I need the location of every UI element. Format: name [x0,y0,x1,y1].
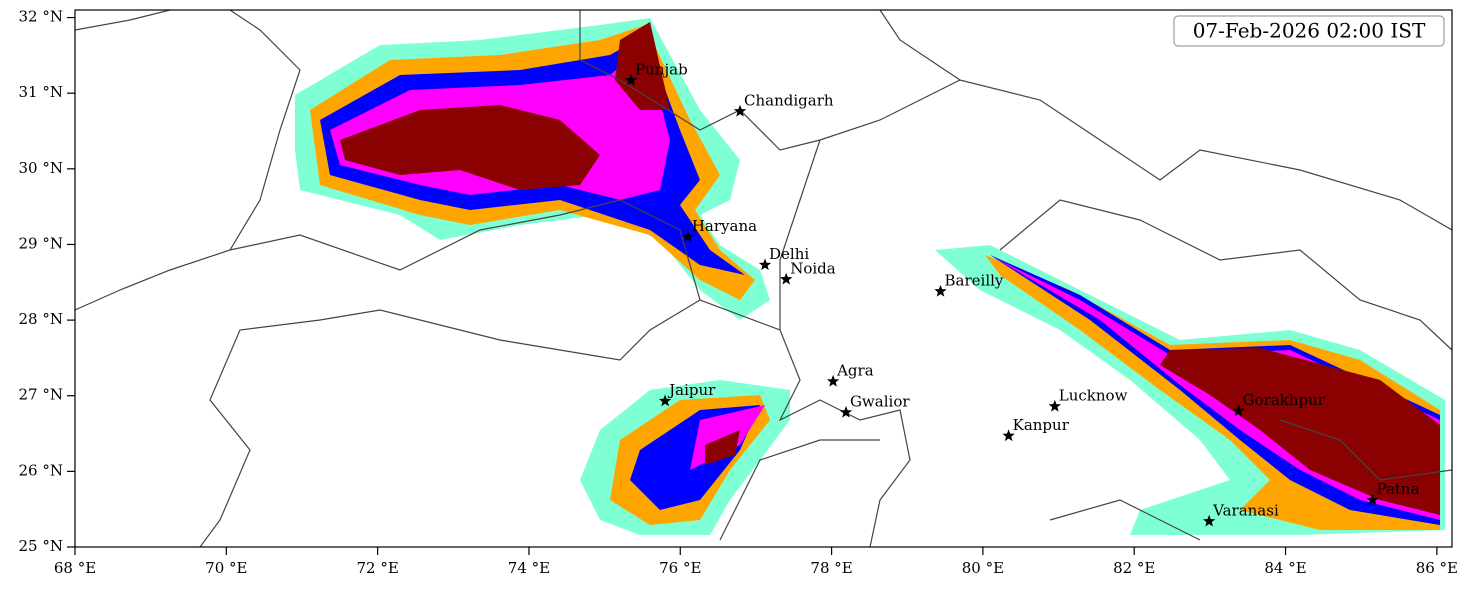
city-marker [1366,493,1379,506]
city-label: Gwalior [850,392,910,410]
y-tick-label: 27 °N [19,386,63,404]
y-tick-label: 31 °N [19,83,63,101]
y-tick-label: 29 °N [19,234,63,252]
timestamp-box [1173,15,1445,47]
city-label: Jaipur [667,381,716,399]
city-marker [826,374,840,387]
x-tick-label: 72 °E [356,559,398,577]
city-label: Patna [1377,480,1420,498]
x-tick-label: 70 °E [205,559,247,577]
city-label: Varanasi [1212,501,1279,519]
city-label: Chandigarh [744,91,834,109]
city-marker [1002,429,1015,442]
x-tick-label: 82 °E [1113,559,1155,577]
city-label: Noida [790,259,836,277]
city-label: Delhi [769,245,809,263]
city-marker [624,73,638,86]
city-marker [780,272,793,285]
city-marker [934,284,947,297]
city-label: Bareilly [945,271,1004,289]
city-label: Kanpur [1013,416,1070,434]
city-marker [1203,514,1216,527]
city-marker [659,394,672,407]
x-tick-label: 76 °E [659,559,701,577]
map-frame [74,9,1453,548]
x-tick-label: 78 °E [810,559,852,577]
city-marker [758,258,772,271]
city-marker [1232,404,1245,417]
y-tick-label: 32 °N [19,8,63,26]
x-tick-label: 68 °E [54,559,96,577]
city-label: Gorakhpur [1243,391,1326,409]
city-marker [681,230,694,243]
x-tick-label: 86 °E [1416,559,1458,577]
y-tick-label: 26 °N [19,461,63,479]
city-marker [733,104,747,117]
city-label: Haryana [692,217,757,235]
x-tick-label: 80 °E [962,559,1004,577]
precipitation-field [75,10,1452,547]
city-label: Agra [836,361,874,379]
y-tick-label: 28 °N [19,310,63,328]
city-label: Punjab [635,60,688,78]
x-tick-label: 74 °E [508,559,550,577]
city-label: Lucknow [1059,386,1128,404]
y-tick-label: 30 °N [19,159,63,177]
timestamp: 07-Feb-2026 02:00 IST [1193,19,1426,43]
x-tick-label: 84 °E [1264,559,1306,577]
city-marker [839,405,853,418]
city-marker [1048,399,1061,412]
y-tick-label: 25 °N [19,537,63,555]
